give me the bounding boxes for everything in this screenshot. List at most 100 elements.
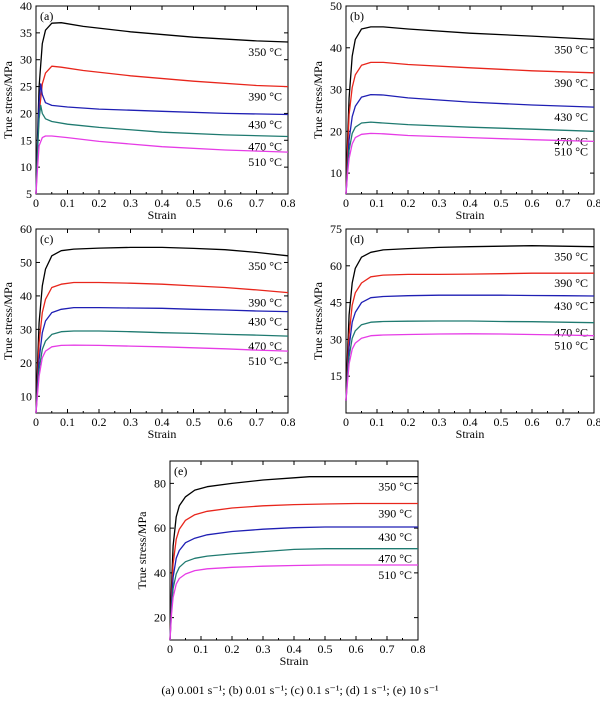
x-tick-label: 0.6: [218, 415, 233, 429]
y-tick-label: 40: [330, 41, 342, 55]
x-tick-label: 0.8: [281, 196, 296, 210]
y-tick-label: 30: [330, 332, 342, 346]
y-axis-label: True stress/MPa: [1, 281, 15, 360]
series-label: 350 °C: [248, 45, 282, 59]
y-axis-label: True stress/MPa: [311, 281, 325, 360]
x-tick-label: 0.5: [186, 415, 201, 429]
series-line: [169, 476, 418, 641]
x-tick-label: 0: [33, 415, 39, 429]
y-tick-label: 60: [330, 259, 342, 273]
x-tick-label: 0.5: [186, 196, 201, 210]
x-tick-label: 0.8: [587, 415, 600, 429]
y-tick-label: 40: [20, 289, 32, 303]
y-tick-label: 10: [20, 389, 32, 403]
y-tick-label: 20: [20, 356, 32, 370]
y-tick-label: 20: [154, 611, 166, 625]
chart-panel: 0 0.1 0.2 0.3 0.4 0.5 0.6 0.7 0.8 10 20 30 40 50 60 Str…: [1, 222, 296, 441]
x-tick-label: 0.2: [401, 415, 416, 429]
series-line: [35, 306, 289, 414]
series-line: [35, 22, 289, 195]
x-axis-label: Strain: [148, 208, 177, 222]
series-line: [35, 246, 289, 414]
series-label: 510 °C: [554, 144, 588, 158]
y-tick-label: 80: [154, 476, 166, 490]
series-label: 390 °C: [554, 276, 588, 290]
series-line: [35, 344, 289, 414]
y-tick-label: 25: [20, 80, 32, 94]
series-line: [35, 104, 289, 195]
series-label: 510 °C: [378, 568, 412, 582]
series-line: [345, 294, 595, 401]
series-label: 510 °C: [554, 339, 588, 353]
series-label: 430 °C: [248, 118, 282, 132]
series-line: [35, 281, 289, 414]
x-tick-label: 0: [33, 196, 39, 210]
x-tick-label: 0.5: [494, 415, 509, 429]
x-tick-label: 0.7: [556, 415, 571, 429]
series-line: [345, 132, 595, 195]
x-tick-label: 0.7: [249, 196, 264, 210]
series-label: 470 °C: [378, 552, 412, 566]
series-label: 430 °C: [378, 530, 412, 544]
series-label: 510 °C: [248, 155, 282, 169]
series-label: 390 °C: [554, 76, 588, 90]
series-line: [169, 564, 418, 641]
series-line: [345, 61, 595, 195]
chart-panel: 0 0.1 0.2 0.3 0.4 0.5 0.6 0.7 0.8 15 30 45 60 75 Strai…: [311, 222, 600, 441]
series-line: [35, 135, 289, 195]
series-label: 430 °C: [248, 315, 282, 329]
x-tick-label: 0.5: [494, 196, 509, 210]
y-tick-label: 40: [20, 0, 32, 13]
x-tick-label: 0.2: [401, 196, 416, 210]
panel-tag: (a): [40, 9, 53, 23]
series-label: 350 °C: [378, 480, 412, 494]
x-tick-label: 0.2: [92, 196, 107, 210]
series-line: [169, 526, 418, 641]
x-tick-label: 0: [167, 642, 173, 656]
x-tick-label: 0.7: [556, 196, 571, 210]
y-tick-label: 40: [154, 566, 166, 580]
y-tick-label: 15: [330, 369, 342, 383]
x-tick-label: 0.3: [123, 415, 138, 429]
y-tick-label: 60: [20, 222, 32, 236]
y-tick-label: 10: [20, 160, 32, 174]
series-line: [345, 26, 595, 195]
panel-tag: (b): [350, 9, 364, 23]
panel-tag: (e): [174, 464, 187, 478]
series-label: 390 °C: [248, 90, 282, 104]
chart-panel: 0 0.1 0.2 0.3 0.4 0.5 0.6 0.7 0.8 20 40 60 80 Strain T…: [135, 460, 426, 668]
panel-tag: (c): [40, 232, 53, 246]
y-tick-label: 35: [20, 26, 32, 40]
x-tick-label: 0.1: [370, 196, 385, 210]
x-tick-label: 0.3: [256, 642, 271, 656]
x-tick-label: 0.6: [218, 196, 233, 210]
x-tick-label: 0.1: [60, 196, 75, 210]
plot-frame: [345, 5, 595, 195]
series-label: 470 °C: [248, 140, 282, 154]
series-label: 430 °C: [554, 299, 588, 313]
y-tick-label: 30: [20, 53, 32, 67]
x-axis-label: Strain: [148, 427, 177, 441]
y-tick-label: 50: [330, 0, 342, 13]
series-label: 390 °C: [248, 296, 282, 310]
y-tick-label: 60: [154, 521, 166, 535]
x-axis-label: Strain: [280, 654, 309, 668]
y-tick-label: 75: [330, 222, 342, 236]
x-tick-label: 0.1: [60, 415, 75, 429]
series-line: [345, 93, 595, 195]
x-tick-label: 0.7: [249, 415, 264, 429]
x-tick-label: 0.6: [349, 642, 364, 656]
x-tick-label: 0.4: [463, 196, 478, 210]
x-tick-label: 0.3: [432, 415, 447, 429]
x-tick-label: 0.4: [463, 415, 478, 429]
x-tick-label: 0.8: [411, 642, 426, 656]
x-tick-label: 0.8: [281, 415, 296, 429]
figure-caption: (a) 0.001 s⁻¹; (b) 0.01 s⁻¹; (c) 0.1 s⁻¹…: [161, 683, 439, 697]
x-tick-label: 0.1: [370, 415, 385, 429]
chart-panel: 0 0.1 0.2 0.3 0.4 0.5 0.6 0.7 0.8 5 10 15 20 25 30 35 40…: [1, 0, 296, 222]
series-line: [35, 83, 289, 195]
series-label: 390 °C: [378, 507, 412, 521]
x-tick-label: 0.4: [155, 415, 170, 429]
series-label: 350 °C: [554, 250, 588, 264]
